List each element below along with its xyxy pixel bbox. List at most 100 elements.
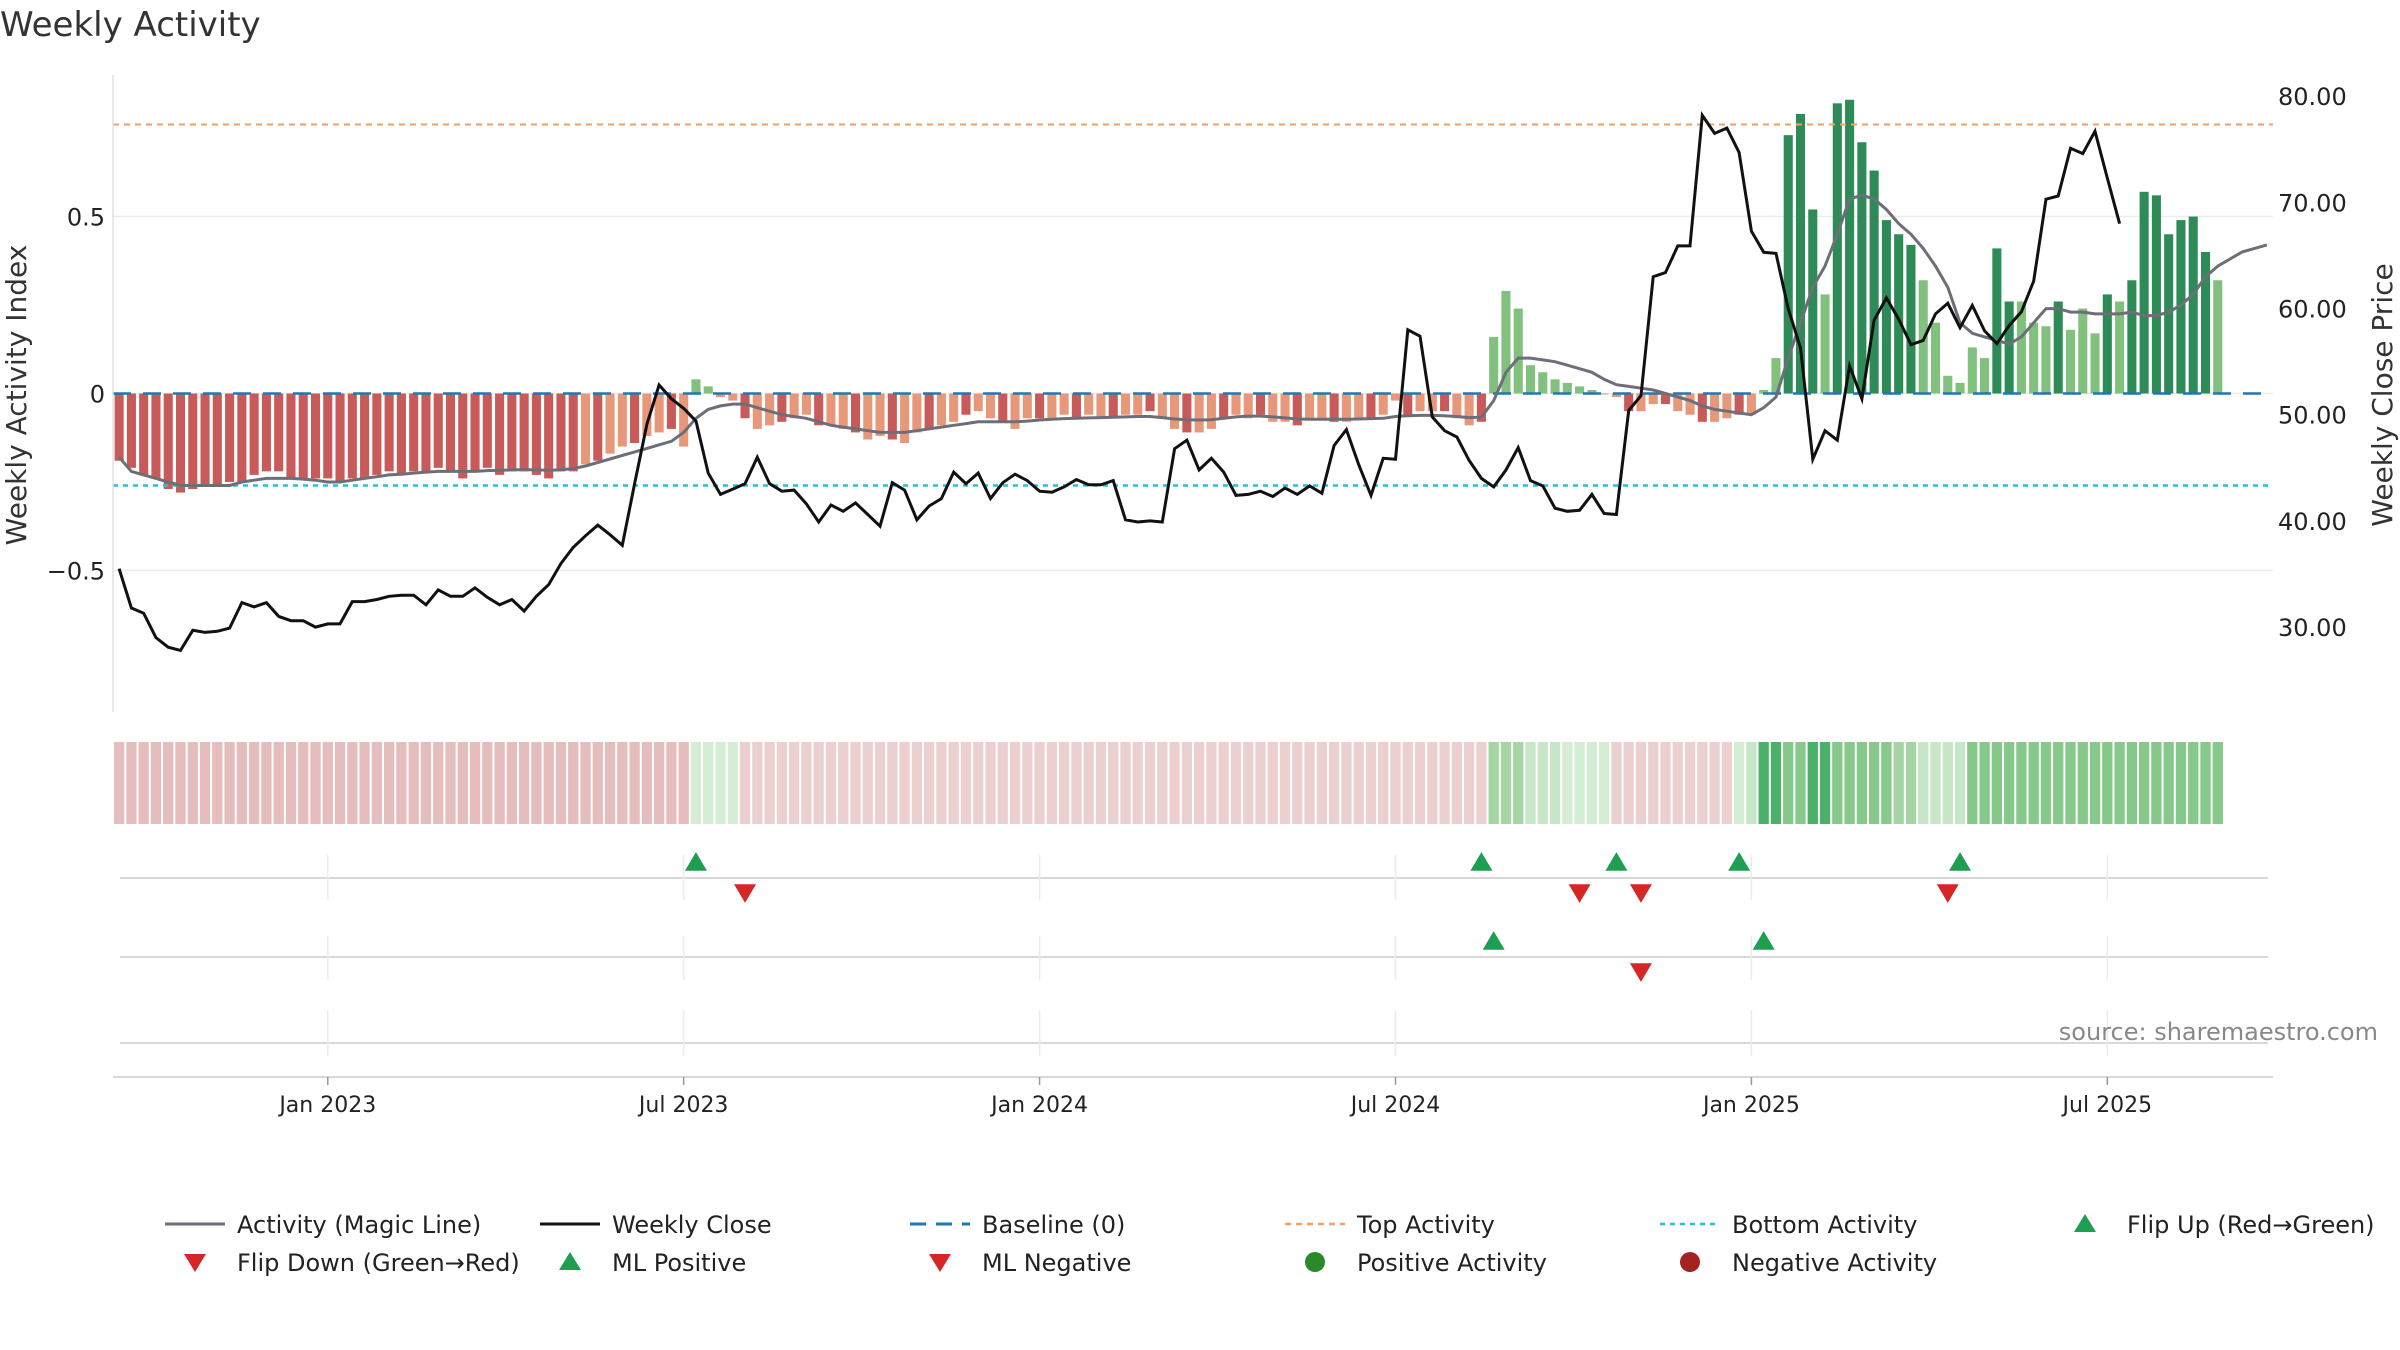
flip-up-marker <box>1949 852 1972 871</box>
heat-cell <box>813 742 824 824</box>
activity-bar <box>1538 372 1548 394</box>
heat-cell <box>592 742 603 824</box>
activity-bar <box>1317 393 1327 419</box>
right-tick-label: 70.00 <box>2278 189 2347 217</box>
left-tick-label: 0.5 <box>67 204 105 232</box>
activity-bar <box>1992 248 2002 394</box>
heat-cell <box>666 742 677 824</box>
left-tick-label: −0.5 <box>47 557 105 585</box>
heat-cell <box>2138 742 2150 824</box>
x-tick-label: Jul 2024 <box>1349 1093 1441 1118</box>
activity-bar <box>2115 301 2125 394</box>
heat-cell <box>113 742 125 824</box>
legend-label: Bottom Activity <box>1732 1211 1917 1239</box>
activity-bar <box>1464 393 1474 426</box>
signal-panels <box>120 852 2268 1056</box>
activity-bar <box>826 393 836 426</box>
activity-bar <box>1305 393 1315 419</box>
heat-cell <box>1451 742 1463 824</box>
heat-cell <box>1500 742 1512 824</box>
legend-swatch <box>929 1254 951 1272</box>
heat-cell <box>1181 742 1193 824</box>
activity-bar <box>347 393 357 479</box>
activity-bar <box>887 393 897 440</box>
activity-bar <box>298 393 308 479</box>
heat-cell <box>298 742 309 824</box>
activity-bar <box>1059 393 1069 415</box>
activity-bar <box>679 393 689 447</box>
activity-bar <box>838 393 848 429</box>
activity-bar <box>1476 393 1486 422</box>
heat-cell <box>1930 742 1941 824</box>
heat-cell <box>1157 742 1168 824</box>
heat-cell <box>1709 742 1720 824</box>
ml-negative-marker <box>1629 963 1652 982</box>
x-tick-label: Jan 2023 <box>277 1093 376 1118</box>
activity-bar <box>1967 347 1977 394</box>
activity-bar <box>949 393 959 422</box>
heat-cell <box>1648 742 1659 824</box>
activity-bar <box>1832 103 1842 394</box>
heat-cell <box>126 742 137 824</box>
heat-cell <box>494 742 505 824</box>
legend-item-close: Weekly Close <box>540 1211 772 1239</box>
legend-item-magic: Activity (Magic Line) <box>165 1211 481 1239</box>
activity-bar <box>924 393 934 429</box>
activity-bar <box>1611 393 1621 398</box>
heat-cell <box>1758 742 1769 824</box>
activity-bar <box>139 393 149 475</box>
heat-cell <box>396 742 407 824</box>
activity-bar <box>568 393 578 472</box>
activity-bar <box>1378 393 1388 415</box>
heat-cell <box>1463 742 1475 824</box>
activity-bar <box>421 393 431 472</box>
activity-bar <box>1820 294 1830 394</box>
right-tick-label: 80.00 <box>2278 83 2347 111</box>
heat-cell <box>273 742 284 824</box>
heat-cell <box>457 742 468 824</box>
activity-bar <box>1525 365 1536 394</box>
activity-bar <box>531 393 541 475</box>
heat-cell <box>2053 742 2064 824</box>
legend-label: Negative Activity <box>1732 1249 1937 1277</box>
heat-cell <box>1476 742 1487 824</box>
heat-cell <box>629 742 640 824</box>
activity-bar <box>396 393 406 475</box>
legend-label: Flip Up (Red→Green) <box>2127 1211 2375 1239</box>
heat-cell <box>408 742 419 824</box>
activity-bar <box>912 393 922 433</box>
legend-label: Baseline (0) <box>982 1211 1125 1239</box>
activity-bar <box>188 393 198 490</box>
heat-cell <box>1009 742 1021 824</box>
activity-bar <box>482 393 492 468</box>
heat-cell <box>1868 742 1880 824</box>
legend-swatch <box>184 1254 206 1272</box>
activity-bar <box>1390 393 1401 401</box>
legend-swatch <box>1680 1252 1700 1272</box>
heat-cell <box>2016 742 2027 824</box>
activity-bar <box>458 393 468 479</box>
activity-bar <box>936 393 946 426</box>
activity-bar <box>126 393 136 468</box>
legend-label: Positive Activity <box>1357 1249 1547 1277</box>
activity-bar <box>666 393 676 429</box>
heat-cell <box>1574 742 1585 824</box>
activity-bar <box>2176 220 2186 394</box>
heat-cell <box>1513 742 1524 824</box>
heat-cell <box>138 742 149 824</box>
activity-bar <box>1513 308 1523 394</box>
chart-title: Weekly Activity <box>0 5 261 45</box>
activity-bar <box>1624 393 1634 412</box>
heat-cell <box>1193 742 1205 824</box>
heat-cell <box>1770 742 1782 824</box>
activity-bar <box>1980 358 1990 394</box>
legend: Activity (Magic Line) Weekly Close Baselin… <box>165 1211 2375 1277</box>
right-tick-label: 60.00 <box>2278 296 2347 324</box>
heat-cell <box>838 742 849 824</box>
activity-bar <box>1108 393 1118 419</box>
activity-bar <box>1501 290 1511 394</box>
activity-bar <box>1930 322 1941 394</box>
heat-cell <box>2077 742 2088 824</box>
heat-cell <box>1206 742 1217 824</box>
